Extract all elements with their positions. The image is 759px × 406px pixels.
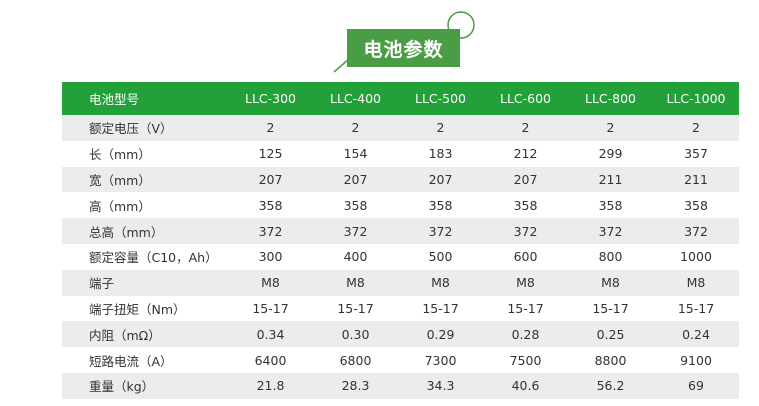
table-row: 内阻（mΩ） 0.34 0.30 0.29 0.28 0.25 0.24 bbox=[62, 321, 739, 348]
value-cell: 40.6 bbox=[483, 372, 568, 399]
value-cell: 358 bbox=[568, 192, 653, 219]
value-cell: 207 bbox=[313, 166, 398, 193]
value-cell: 372 bbox=[483, 218, 568, 244]
table-row: 长（mm） 125 154 183 212 299 357 bbox=[62, 140, 739, 167]
value-cell: 300 bbox=[228, 243, 313, 270]
value-cell: 15-17 bbox=[653, 295, 739, 322]
section-title: 电池参数 bbox=[330, 8, 490, 74]
value-cell: 372 bbox=[313, 218, 398, 244]
value-cell: 6800 bbox=[313, 347, 398, 373]
table-row: 短路电流（A） 6400 6800 7300 7500 8800 9100 bbox=[62, 347, 739, 373]
value-cell: 154 bbox=[313, 140, 398, 167]
value-cell: 56.2 bbox=[568, 372, 653, 399]
value-cell: 0.25 bbox=[568, 321, 653, 348]
row-label-cell: 总高（mm） bbox=[62, 218, 228, 244]
value-cell: 34.3 bbox=[398, 372, 483, 399]
row-label-cell: 内阻（mΩ） bbox=[62, 321, 228, 348]
value-cell: 2 bbox=[653, 115, 739, 141]
value-cell: 28.3 bbox=[313, 372, 398, 399]
value-cell: 2 bbox=[228, 115, 313, 141]
table-row: 重量（kg） 21.8 28.3 34.3 40.6 56.2 69 bbox=[62, 372, 739, 399]
value-cell: 0.28 bbox=[483, 321, 568, 348]
value-cell: 0.34 bbox=[228, 321, 313, 348]
header-cell: 电池型号 bbox=[62, 82, 228, 115]
battery-spec-table: 电池型号 LLC-300 LLC-400 LLC-500 LLC-600 LLC… bbox=[62, 82, 739, 399]
value-cell: 0.24 bbox=[653, 321, 739, 348]
value-cell: 600 bbox=[483, 243, 568, 270]
value-cell: 299 bbox=[568, 140, 653, 167]
row-label-cell: 额定容量（C10，Ah） bbox=[62, 243, 228, 270]
value-cell: M8 bbox=[313, 269, 398, 296]
row-label-cell: 端子扭矩（Nm） bbox=[62, 295, 228, 322]
page-title: 电池参数 bbox=[347, 29, 460, 67]
value-cell: 358 bbox=[313, 192, 398, 219]
value-cell: 372 bbox=[653, 218, 739, 244]
table-row: 额定容量（C10，Ah） 300 400 500 600 800 1000 bbox=[62, 243, 739, 270]
value-cell: 358 bbox=[228, 192, 313, 219]
value-cell: 2 bbox=[568, 115, 653, 141]
value-cell: M8 bbox=[653, 269, 739, 296]
value-cell: 15-17 bbox=[483, 295, 568, 322]
table-header-row: 电池型号 LLC-300 LLC-400 LLC-500 LLC-600 LLC… bbox=[62, 82, 739, 115]
value-cell: 800 bbox=[568, 243, 653, 270]
value-cell: 1000 bbox=[653, 243, 739, 270]
value-cell: 372 bbox=[398, 218, 483, 244]
value-cell: 0.30 bbox=[313, 321, 398, 348]
table-row: 高（mm） 358 358 358 358 358 358 bbox=[62, 192, 739, 219]
value-cell: M8 bbox=[483, 269, 568, 296]
value-cell: 207 bbox=[228, 166, 313, 193]
value-cell: 125 bbox=[228, 140, 313, 167]
table-row: 额定电压（V） 2 2 2 2 2 2 bbox=[62, 115, 739, 141]
header-cell: LLC-600 bbox=[483, 82, 568, 115]
value-cell: 358 bbox=[398, 192, 483, 219]
row-label-cell: 额定电压（V） bbox=[62, 115, 228, 141]
value-cell: 15-17 bbox=[398, 295, 483, 322]
value-cell: 207 bbox=[483, 166, 568, 193]
row-label-cell: 高（mm） bbox=[62, 192, 228, 219]
value-cell: M8 bbox=[568, 269, 653, 296]
table-row: 总高（mm） 372 372 372 372 372 372 bbox=[62, 218, 739, 244]
value-cell: M8 bbox=[228, 269, 313, 296]
value-cell: 15-17 bbox=[568, 295, 653, 322]
value-cell: 7500 bbox=[483, 347, 568, 373]
value-cell: 6400 bbox=[228, 347, 313, 373]
value-cell: 8800 bbox=[568, 347, 653, 373]
value-cell: 2 bbox=[398, 115, 483, 141]
row-label-cell: 长（mm） bbox=[62, 140, 228, 167]
value-cell: 400 bbox=[313, 243, 398, 270]
value-cell: 7300 bbox=[398, 347, 483, 373]
value-cell: 358 bbox=[483, 192, 568, 219]
header-cell: LLC-500 bbox=[398, 82, 483, 115]
value-cell: 2 bbox=[483, 115, 568, 141]
header-cell: LLC-300 bbox=[228, 82, 313, 115]
value-cell: 21.8 bbox=[228, 372, 313, 399]
header-cell: LLC-1000 bbox=[653, 82, 739, 115]
table-row: 端子 M8 M8 M8 M8 M8 M8 bbox=[62, 269, 739, 296]
table-row: 宽（mm） 207 207 207 207 211 211 bbox=[62, 166, 739, 193]
value-cell: 2 bbox=[313, 115, 398, 141]
value-cell: 9100 bbox=[653, 347, 739, 373]
value-cell: 357 bbox=[653, 140, 739, 167]
value-cell: 207 bbox=[398, 166, 483, 193]
value-cell: 500 bbox=[398, 243, 483, 270]
row-label-cell: 端子 bbox=[62, 269, 228, 296]
value-cell: 358 bbox=[653, 192, 739, 219]
row-label-cell: 重量（kg） bbox=[62, 372, 228, 399]
header-cell: LLC-400 bbox=[313, 82, 398, 115]
value-cell: 211 bbox=[653, 166, 739, 193]
value-cell: M8 bbox=[398, 269, 483, 296]
value-cell: 212 bbox=[483, 140, 568, 167]
value-cell: 69 bbox=[653, 372, 739, 399]
value-cell: 372 bbox=[568, 218, 653, 244]
row-label-cell: 短路电流（A） bbox=[62, 347, 228, 373]
header-cell: LLC-800 bbox=[568, 82, 653, 115]
row-label-cell: 宽（mm） bbox=[62, 166, 228, 193]
value-cell: 372 bbox=[228, 218, 313, 244]
table-row: 端子扭矩（Nm） 15-17 15-17 15-17 15-17 15-17 15-17 bbox=[62, 295, 739, 322]
value-cell: 211 bbox=[568, 166, 653, 193]
value-cell: 15-17 bbox=[228, 295, 313, 322]
value-cell: 0.29 bbox=[398, 321, 483, 348]
value-cell: 15-17 bbox=[313, 295, 398, 322]
value-cell: 183 bbox=[398, 140, 483, 167]
